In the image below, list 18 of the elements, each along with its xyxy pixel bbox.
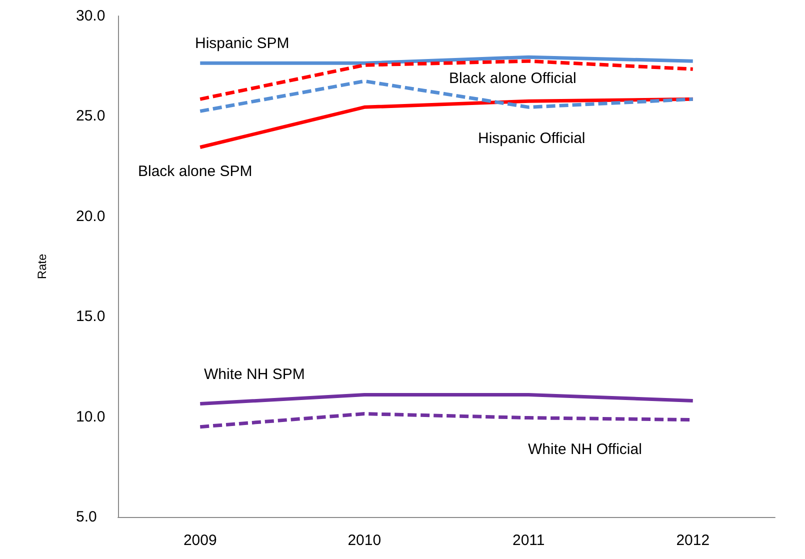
series-label: Black alone Official bbox=[449, 70, 576, 87]
series-label: Hispanic Official bbox=[478, 130, 586, 147]
series-label: Black alone SPM bbox=[138, 163, 252, 180]
series-label: Hispanic SPM bbox=[195, 35, 290, 52]
x-tick-label: 2012 bbox=[676, 532, 710, 549]
x-tick-label: 2009 bbox=[183, 532, 217, 549]
y-tick-label: 30.0 bbox=[76, 8, 106, 24]
y-tick-label: 15.0 bbox=[76, 308, 106, 326]
y-axis-title: Rate bbox=[35, 254, 49, 280]
series-label: White NH SPM bbox=[204, 366, 305, 383]
y-tick-label: 25.0 bbox=[76, 108, 106, 125]
x-tick-label: 2011 bbox=[512, 532, 545, 549]
y-tick-label: 5.0 bbox=[76, 508, 97, 526]
y-tick-label: 20.0 bbox=[76, 208, 106, 225]
x-tick-label: 2010 bbox=[348, 532, 382, 549]
line-series bbox=[198, 59, 695, 101]
series-label: White NH Official bbox=[528, 441, 642, 458]
y-tick-label: 10.0 bbox=[76, 408, 106, 426]
